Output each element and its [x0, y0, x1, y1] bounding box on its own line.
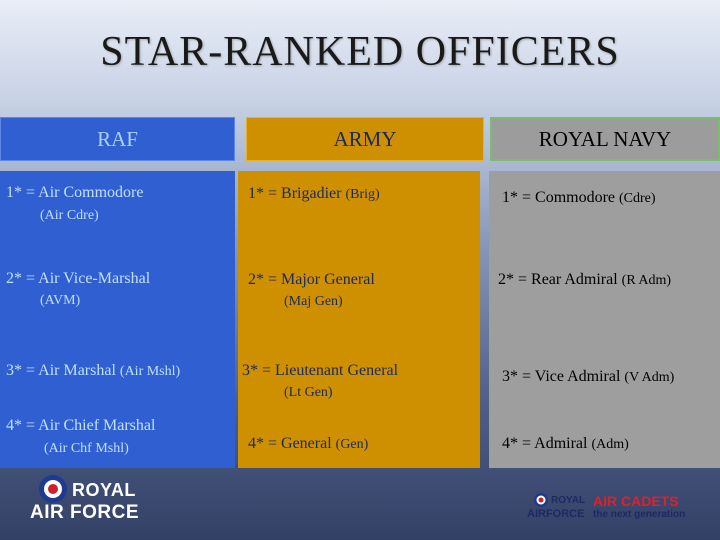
navy-rank-4: 4* = Admiral (Adm) [502, 435, 629, 453]
air-cadets-logo: ROYAL AIRFORCE AIR CADETS the next gener… [527, 492, 697, 524]
navy-rank-2: 2* = Rear Admiral (R Adm) [498, 271, 671, 289]
navy-rank-1: 1* = Commodore (Cdre) [502, 189, 656, 207]
cadets-roundel-icon [534, 493, 548, 507]
army-abbr-3: (Lt Gen) [284, 385, 333, 400]
army-rank-3: 3* = Lieutenant General [242, 362, 399, 379]
army-rank-4-label: 4* = General [248, 435, 332, 452]
army-abbr-2: (Maj Gen) [284, 294, 343, 309]
navy-abbr-2: (R Adm) [621, 273, 672, 288]
raf-logo-line2: AIR FORCE [30, 502, 139, 523]
raf-rank-3-label: 3* = Air Marshal [6, 362, 116, 379]
navy-rank-4-label: 4* = Admiral [502, 435, 588, 452]
raf-abbr-3: (Air Mshl) [119, 364, 181, 379]
navy-rank-1-label: 1* = Commodore [502, 189, 616, 206]
army-rank-4: 4* = General (Gen) [248, 435, 368, 453]
page-title: STAR-RANKED OFFICERS [100, 29, 620, 75]
cadets-title: AIR CADETS [593, 493, 679, 509]
header-raf-label: RAF [97, 126, 138, 151]
raf-rank-2: 2* = Air Vice-Marshal [6, 270, 151, 287]
army-abbr-1: (Brig) [345, 187, 380, 202]
raf-abbr-4: (Air Chf Mshl) [44, 441, 129, 456]
navy-abbr-4: (Adm) [591, 437, 629, 452]
raf-logo-line1: ROYAL [72, 480, 136, 500]
header-army: ARMY [246, 117, 484, 161]
navy-rank-2-label: 2* = Rear Admiral [498, 271, 618, 288]
army-rank-1-label: 1* = Brigadier [248, 185, 342, 202]
raf-rank-3: 3* = Air Marshal (Air Mshl) [6, 362, 180, 380]
header-navy-label: ROYAL NAVY [538, 126, 672, 151]
navy-rank-3: 3* = Vice Admiral (V Adm) [502, 368, 674, 386]
navy-column: 1* = Commodore (Cdre) 2* = Rear Admiral … [489, 171, 720, 468]
navy-abbr-1: (Cdre) [619, 191, 656, 206]
header-army-label: ARMY [333, 126, 397, 151]
raf-logo: ROYAL AIR FORCE [30, 472, 150, 528]
raf-roundel-icon [39, 475, 67, 503]
raf-rank-1: 1* = Air Commodore [6, 184, 144, 201]
army-rank-1: 1* = Brigadier (Brig) [248, 185, 380, 203]
army-abbr-4: (Gen) [335, 437, 369, 452]
cadets-tagline: the next generation [593, 509, 686, 520]
raf-column: 1* = Air Commodore (Air Cdre) 2* = Air V… [0, 171, 235, 468]
header-raf: RAF [0, 117, 235, 161]
raf-rank-4: 4* = Air Chief Marshal [6, 417, 156, 434]
cadets-airforce: AIRFORCE [527, 508, 585, 520]
cadets-royal: ROYAL [551, 495, 586, 506]
army-column: 1* = Brigadier (Brig) 2* = Major General… [238, 171, 480, 468]
army-rank-2: 2* = Major General [248, 271, 375, 288]
raf-abbr-2: (AVM) [40, 293, 81, 308]
raf-abbr-1: (Air Cdre) [40, 208, 99, 223]
navy-rank-3-label: 3* = Vice Admiral [502, 368, 621, 385]
header-navy: ROYAL NAVY [490, 117, 720, 161]
navy-abbr-3: (V Adm) [624, 370, 675, 385]
